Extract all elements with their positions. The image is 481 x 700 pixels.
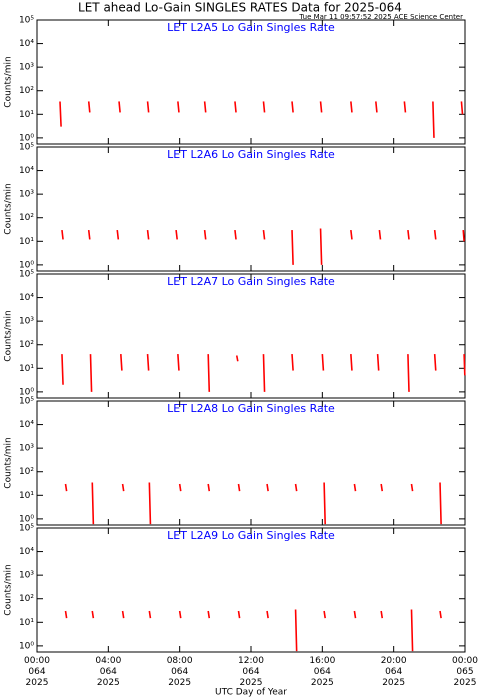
y-tick-label: 10⁵: [19, 143, 34, 153]
y-tick-label: 10⁵: [19, 397, 34, 407]
x-tick-label: 20:00 064 2025: [381, 656, 407, 688]
y-tick-label: 10³: [19, 444, 34, 454]
y-tick-label: 10⁰: [19, 514, 34, 524]
x-tick-label-line: 065: [456, 667, 473, 677]
y-tick-label: 10²: [19, 340, 34, 350]
y-tick-label: 10⁰: [19, 387, 34, 397]
y-tick-label: 10⁴: [19, 39, 34, 49]
x-tick-label: 16:00 064 2025: [309, 656, 335, 688]
x-tick-label: 00:00 064 2025: [24, 656, 50, 688]
y-axis-label: Counts/min: [4, 310, 14, 361]
y-tick-label: 10⁰: [19, 260, 34, 270]
x-tick-label-line: 064: [242, 667, 259, 677]
x-tick-label-line: 2025: [454, 678, 477, 688]
y-tick-label: 10⁴: [19, 547, 34, 557]
y-tick-label: 10⁰: [19, 133, 34, 143]
y-tick-label: 10³: [19, 190, 34, 200]
x-tick-label-line: 064: [314, 667, 331, 677]
x-tick-label-line: 12:00: [238, 656, 264, 666]
data-line: [61, 354, 466, 392]
data-line: [61, 228, 465, 265]
data-line: [64, 482, 442, 525]
y-tick-label: 10¹: [19, 237, 34, 247]
x-tick-label-line: 2025: [382, 678, 405, 688]
panel-title: LET L2A7 Lo Gain Singles Rate: [167, 275, 335, 288]
x-tick-label: 12:00 064 2025: [238, 656, 264, 688]
data-line: [59, 101, 464, 138]
panel-title: LET L2A6 Lo Gain Singles Rate: [167, 148, 335, 161]
x-tick-label-line: 2025: [97, 678, 120, 688]
x-tick-label-line: 2025: [311, 678, 334, 688]
x-tick-label-line: 00:00: [452, 656, 478, 666]
x-tick-label-line: 064: [28, 667, 45, 677]
panel-title: LET L2A9 Lo Gain Singles Rate: [167, 529, 335, 542]
x-tick-label-line: 2025: [240, 678, 263, 688]
y-tick-label: 10⁴: [19, 166, 34, 176]
y-tick-label: 10²: [19, 594, 34, 604]
y-tick-label: 10²: [19, 213, 34, 223]
x-tick-label-line: 064: [171, 667, 188, 677]
x-tick-label-line: 20:00: [381, 656, 407, 666]
y-tick-label: 10¹: [19, 491, 34, 501]
y-tick-label: 10¹: [19, 364, 34, 374]
timestamp: Tue Mar 11 09:57:52 2025 ACE Science Cen…: [298, 13, 463, 21]
panel-title: LET L2A8 Lo Gain Singles Rate: [167, 402, 335, 415]
y-tick-label: 10³: [19, 63, 34, 73]
data-line: [64, 609, 442, 652]
y-tick-label: 10⁵: [19, 16, 34, 26]
x-tick-label: 00:00 065 2025: [452, 656, 478, 688]
y-tick-label: 10²: [19, 467, 34, 477]
y-tick-label: 10⁴: [19, 420, 34, 430]
y-tick-label: 10¹: [19, 618, 34, 628]
x-tick-label-line: 00:00: [24, 656, 50, 666]
x-tick-label-line: 04:00: [95, 656, 121, 666]
y-tick-label: 10⁴: [19, 293, 34, 303]
y-axis-label: Counts/min: [4, 564, 14, 615]
y-axis-label: Counts/min: [4, 183, 14, 234]
y-tick-label: 10³: [19, 317, 34, 327]
panel-title: LET L2A5 Lo Gain Singles Rate: [167, 21, 335, 34]
y-tick-label: 10¹: [19, 110, 34, 120]
y-tick-label: 10³: [19, 571, 34, 581]
x-tick-label-line: 08:00: [167, 656, 193, 666]
page-title: LET ahead Lo-Gain SINGLES RATES Data for…: [78, 1, 402, 15]
x-tick-label: 08:00 064 2025: [167, 656, 193, 688]
y-axis-label: Counts/min: [4, 56, 14, 107]
x-tick-label-line: 2025: [168, 678, 191, 688]
y-tick-label: 10⁵: [19, 270, 34, 280]
x-tick-label-line: 2025: [26, 678, 49, 688]
x-axis-label: UTC Day of Year: [215, 688, 287, 698]
y-axis-label: Counts/min: [4, 437, 14, 488]
x-tick-label-line: 064: [385, 667, 402, 677]
y-tick-label: 10⁰: [19, 641, 34, 651]
y-tick-label: 10⁵: [19, 524, 34, 534]
y-tick-label: 10²: [19, 86, 34, 96]
x-tick-label: 04:00 064 2025: [95, 656, 121, 688]
x-tick-label-line: 064: [100, 667, 117, 677]
x-tick-label-line: 16:00: [309, 656, 335, 666]
